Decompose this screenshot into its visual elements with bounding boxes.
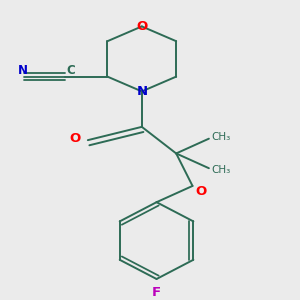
- Text: F: F: [152, 286, 161, 299]
- Text: O: O: [196, 185, 207, 198]
- Text: C: C: [67, 64, 75, 76]
- Text: CH₃: CH₃: [212, 132, 231, 142]
- Text: N: N: [17, 64, 27, 76]
- Text: O: O: [136, 20, 147, 33]
- Text: N: N: [136, 85, 147, 98]
- Text: O: O: [69, 132, 80, 145]
- Text: CH₃: CH₃: [212, 165, 231, 175]
